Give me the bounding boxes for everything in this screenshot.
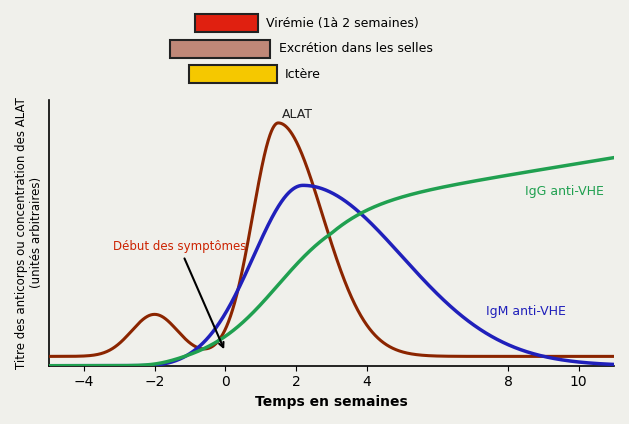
Y-axis label: Titre des anticorps ou concentration des ALAT
(unités arbitraires): Titre des anticorps ou concentration des… [15,97,43,369]
Text: Ictère: Ictère [285,68,321,81]
X-axis label: Temps en semaines: Temps en semaines [255,395,408,409]
Text: ALAT: ALAT [282,108,313,121]
Text: Début des symptômes: Début des symptômes [113,240,246,347]
Text: Virémie (1à 2 semaines): Virémie (1à 2 semaines) [266,17,419,30]
Text: Excrétion dans les selles: Excrétion dans les selles [279,42,433,55]
Text: IgM anti-VHE: IgM anti-VHE [486,305,565,318]
Text: IgG anti-VHE: IgG anti-VHE [525,184,604,198]
